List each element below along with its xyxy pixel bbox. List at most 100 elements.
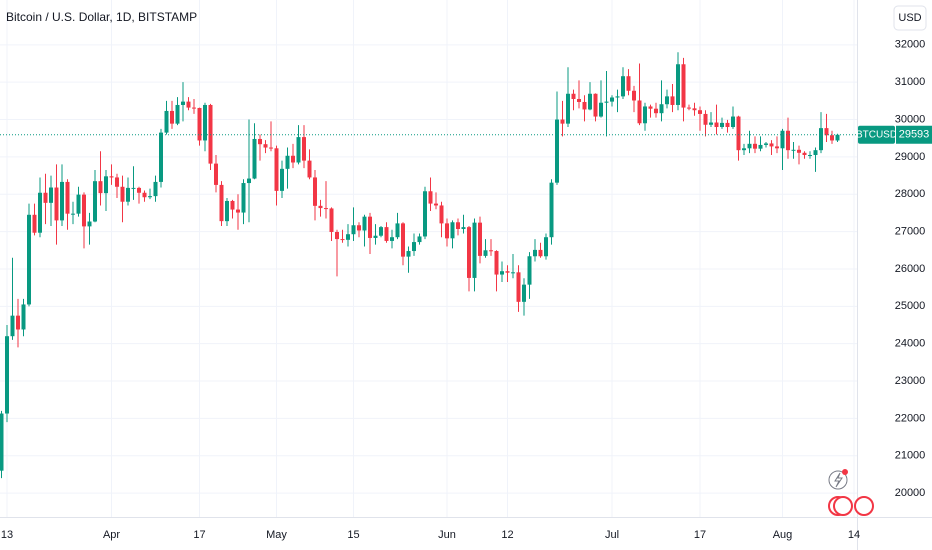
candle-body bbox=[346, 234, 350, 240]
candle-body bbox=[808, 155, 812, 157]
x-tick-label: 12 bbox=[501, 529, 513, 541]
last-price-label: 29593 bbox=[899, 129, 930, 141]
candle-body bbox=[241, 183, 246, 213]
candle-body bbox=[489, 250, 493, 252]
candle-body bbox=[126, 187, 130, 202]
candle-body bbox=[676, 64, 680, 105]
candle-body bbox=[93, 181, 97, 222]
event-dot bbox=[842, 469, 848, 475]
candle-body bbox=[384, 227, 389, 241]
candle-body bbox=[219, 184, 224, 222]
candle-body bbox=[236, 209, 240, 213]
candle-body bbox=[516, 272, 521, 302]
x-tick-label: Aug bbox=[773, 529, 793, 541]
candle-body bbox=[714, 122, 719, 128]
candle-body bbox=[500, 271, 504, 275]
y-tick-label: 22000 bbox=[895, 412, 926, 424]
x-tick-label: 13 bbox=[1, 529, 13, 541]
x-tick-label: 17 bbox=[193, 529, 205, 541]
candle-body bbox=[659, 104, 664, 114]
candle-body bbox=[687, 107, 691, 109]
candle-body bbox=[263, 144, 268, 148]
candle-body bbox=[98, 181, 103, 194]
candle-body bbox=[731, 116, 735, 128]
chart-title: Bitcoin / U.S. Dollar, 1D, BITSTAMP bbox=[6, 10, 197, 24]
y-tick-label: 21000 bbox=[895, 450, 926, 462]
y-tick-label: 23000 bbox=[895, 375, 926, 387]
candle-body bbox=[571, 93, 576, 99]
candle-body bbox=[225, 200, 229, 222]
candles bbox=[0, 52, 840, 479]
x-tick-label: Jul bbox=[605, 529, 619, 541]
candle-body bbox=[555, 119, 559, 183]
candle-body bbox=[65, 181, 70, 214]
y-tick-label: 24000 bbox=[895, 338, 926, 350]
candle-body bbox=[142, 192, 147, 198]
candle-body bbox=[483, 250, 488, 256]
x-tick-label: Apr bbox=[103, 529, 120, 541]
event-icon[interactable] bbox=[828, 470, 848, 490]
candle-body bbox=[214, 163, 218, 185]
candle-body bbox=[54, 187, 59, 221]
candle-body bbox=[324, 208, 328, 210]
candle-body bbox=[720, 122, 724, 128]
candle-body bbox=[643, 106, 647, 124]
candle-body bbox=[599, 102, 603, 117]
candle-body bbox=[159, 132, 163, 182]
candle-body bbox=[566, 93, 570, 124]
candle-body bbox=[544, 237, 548, 257]
x-tick-label: 15 bbox=[347, 529, 359, 541]
candle-body bbox=[604, 101, 609, 103]
candle-body bbox=[764, 143, 768, 145]
y-tick-label: 26000 bbox=[895, 263, 926, 275]
candle-body bbox=[593, 93, 598, 117]
candle-body bbox=[296, 137, 301, 163]
y-tick-label: 27000 bbox=[895, 226, 926, 238]
candle-body bbox=[0, 413, 4, 471]
candle-body bbox=[71, 213, 75, 215]
candle-body bbox=[615, 96, 620, 98]
currency-button[interactable] bbox=[893, 5, 927, 31]
y-tick-label: 28000 bbox=[895, 188, 926, 200]
x-tick-label: Jun bbox=[438, 529, 456, 541]
candle-body bbox=[819, 128, 823, 151]
candle-body bbox=[175, 104, 180, 124]
candle-body bbox=[786, 130, 790, 151]
candle-body bbox=[423, 191, 427, 237]
candle-body bbox=[698, 110, 702, 114]
candle-body bbox=[362, 216, 367, 231]
candle-body bbox=[632, 90, 636, 101]
candle-body bbox=[467, 227, 471, 278]
candle-body bbox=[505, 271, 510, 273]
candle-body bbox=[725, 122, 730, 128]
candle-body bbox=[445, 223, 449, 239]
price-label: BTCUSD 29593 bbox=[0, 125, 932, 144]
candle-body bbox=[742, 148, 746, 151]
candle-body bbox=[181, 101, 185, 105]
candle-body bbox=[802, 152, 807, 156]
candle-body bbox=[164, 110, 169, 133]
candle-body bbox=[560, 119, 565, 124]
candle-body bbox=[522, 284, 526, 302]
candle-body bbox=[527, 256, 532, 285]
candle-body bbox=[379, 227, 383, 236]
candle-body bbox=[577, 98, 581, 102]
y-tick-label: 32000 bbox=[895, 39, 926, 51]
candle-body bbox=[758, 144, 763, 149]
x-tick-label: 14 bbox=[848, 529, 860, 541]
candle-body bbox=[203, 104, 207, 141]
candle-body bbox=[49, 187, 53, 203]
price-tag bbox=[896, 125, 932, 144]
candle-body bbox=[494, 251, 499, 275]
candle-body bbox=[10, 315, 15, 337]
event-icon[interactable] bbox=[833, 496, 853, 516]
candle-body bbox=[302, 137, 306, 161]
currency-label[interactable]: USD bbox=[898, 12, 921, 24]
candle-body bbox=[329, 208, 334, 232]
candle-body bbox=[170, 110, 174, 124]
event-icon[interactable] bbox=[854, 496, 874, 516]
candle-body bbox=[692, 108, 697, 111]
candle-body bbox=[670, 96, 675, 105]
candle-body bbox=[291, 155, 295, 163]
candle-body bbox=[709, 122, 713, 125]
